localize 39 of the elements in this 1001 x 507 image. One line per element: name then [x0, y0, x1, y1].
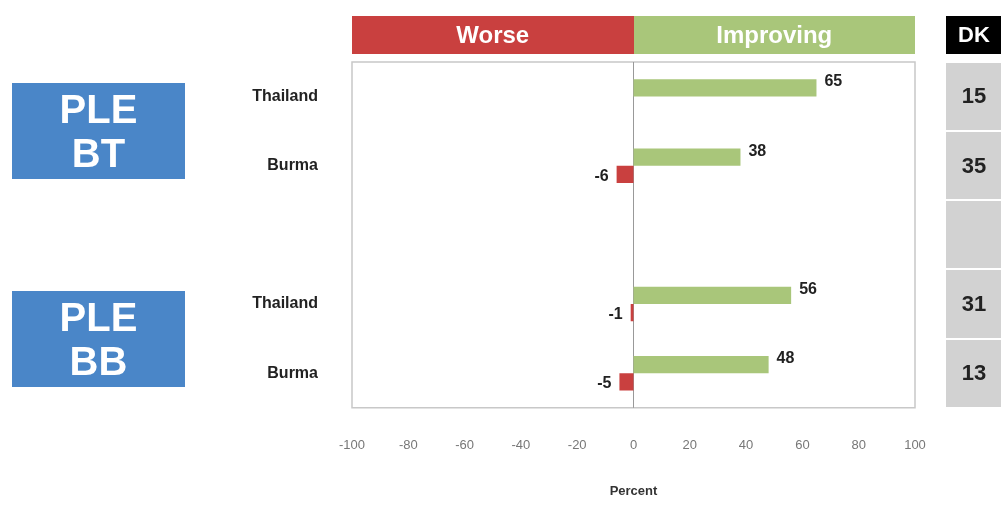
- bar: [633, 286, 792, 305]
- bar: [633, 355, 769, 374]
- x-tick-label: 40: [738, 437, 754, 453]
- data-label: -1: [608, 305, 623, 323]
- text: 13: [946, 339, 1001, 407]
- data-label: 48: [776, 348, 795, 366]
- bar: [633, 79, 817, 97]
- text: PLE BB: [12, 290, 185, 387]
- series-label: Improving: [633, 16, 915, 54]
- data-label: 56: [799, 279, 818, 297]
- x-tick-label: 60: [795, 437, 810, 453]
- y-tick-label: Burma: [267, 156, 319, 174]
- text: DK: [946, 16, 1001, 54]
- data-label: -6: [594, 166, 609, 184]
- text: 31: [946, 270, 1001, 338]
- data-label: 65: [824, 72, 843, 90]
- x-tick-label: -80: [398, 437, 418, 453]
- x-tick-label: -60: [455, 437, 474, 453]
- x-tick-label: 20: [682, 437, 698, 453]
- y-tick-label: Thailand: [252, 294, 318, 312]
- x-axis-title: Percent: [609, 482, 659, 498]
- data-label: 38: [748, 141, 767, 159]
- text: PLE BT: [12, 83, 185, 180]
- bar: [633, 148, 741, 166]
- y-tick-label: Burma: [267, 363, 319, 381]
- data-label: -5: [597, 374, 612, 392]
- bar: [619, 373, 634, 391]
- y-tick-label: Thailand: [252, 86, 318, 104]
- x-tick-label: -20: [567, 437, 587, 453]
- bar: [616, 165, 634, 184]
- text: 15: [946, 63, 1001, 131]
- text: 35: [946, 132, 1001, 200]
- bar: [630, 304, 634, 322]
- x-tick-label: 80: [851, 437, 866, 453]
- x-tick-label: -100: [338, 437, 366, 453]
- x-tick-label: 100: [904, 437, 926, 453]
- text: Worse: [352, 16, 634, 54]
- x-tick-label: 0: [629, 437, 638, 453]
- x-tick-label: -40: [511, 437, 531, 453]
